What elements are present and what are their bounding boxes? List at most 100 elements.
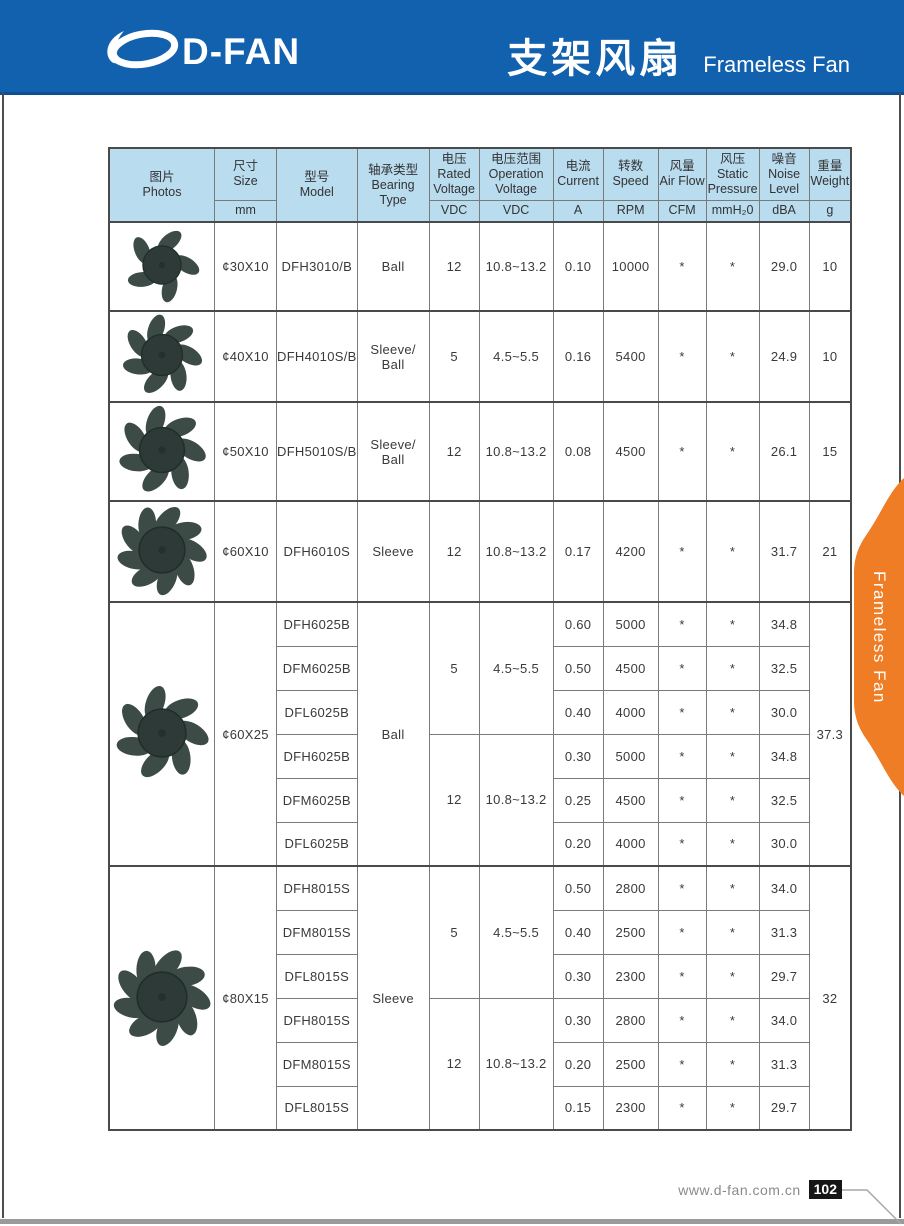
size-cell: ¢60X25: [214, 601, 277, 867]
side-tab-label: Frameless Fan: [870, 570, 889, 704]
model-cell: DFM6025B: [276, 777, 358, 823]
col-unit-size: mm: [214, 199, 277, 223]
model-cell: DFH8015S: [276, 865, 358, 911]
brand-logo: D-FAN: [100, 22, 300, 81]
current-cell: 0.10: [552, 221, 604, 312]
fan-7-blade-photo-icon: [123, 314, 203, 393]
col-unit-operation-voltage: VDC: [478, 199, 554, 223]
speed-cell: 5000: [602, 601, 659, 647]
footer-website: www.d-fan.com.cn: [678, 1181, 801, 1198]
static-pressure-cell: *: [705, 401, 760, 502]
static-pressure-cell: *: [705, 221, 760, 312]
rated-voltage-cell: 12: [428, 221, 480, 312]
model-cell: DFL6025B: [276, 821, 358, 867]
col-header-rated-voltage: 电压 Rated Voltage: [428, 147, 480, 201]
noise-cell: 29.7: [758, 953, 810, 999]
speed-cell: 2300: [602, 953, 659, 999]
size-cell: ¢30X10: [214, 221, 277, 312]
bearing-cell: Ball: [356, 221, 430, 312]
speed-cell: 5400: [602, 310, 659, 403]
rated-voltage-cell: 12: [428, 401, 480, 502]
model-cell: DFM8015S: [276, 1041, 358, 1087]
static-pressure-cell: *: [705, 500, 760, 603]
air-flow-cell: *: [657, 645, 707, 691]
air-flow-cell: *: [657, 500, 707, 603]
noise-cell: 31.3: [758, 909, 810, 955]
col-unit-noise: dBA: [758, 199, 810, 223]
weight-cell: 32: [808, 865, 852, 1131]
fan-9-blade-photo-icon: [113, 949, 211, 1046]
page-title-en: Frameless Fan: [703, 52, 850, 77]
air-flow-cell: *: [657, 777, 707, 823]
model-cell: DFM6025B: [276, 645, 358, 691]
model-cell: DFH3010/B: [276, 221, 358, 312]
operation-voltage-cell: 10.8~13.2: [478, 401, 554, 502]
current-cell: 0.08: [552, 401, 604, 502]
rated-voltage-cell: 5: [428, 310, 480, 403]
rated-voltage-cell: 12: [428, 500, 480, 603]
model-cell: DFL6025B: [276, 689, 358, 735]
noise-cell: 34.0: [758, 997, 810, 1043]
air-flow-cell: *: [657, 401, 707, 502]
col-unit-weight: g: [808, 199, 852, 223]
rated-voltage-cell: 12: [428, 997, 480, 1131]
weight-cell: 10: [808, 221, 852, 312]
side-tab-ribbon-shape: [854, 478, 904, 796]
operation-voltage-cell: 10.8~13.2: [478, 221, 554, 312]
noise-cell: 30.0: [758, 821, 810, 867]
current-cell: 0.30: [552, 997, 604, 1043]
current-cell: 0.15: [552, 1085, 604, 1131]
speed-cell: 2800: [602, 997, 659, 1043]
static-pressure-cell: *: [705, 310, 760, 403]
static-pressure-cell: *: [705, 601, 760, 647]
bearing-cell: Ball: [356, 601, 430, 867]
current-cell: 0.17: [552, 500, 604, 603]
col-header-noise: 噪音 Noise Level: [758, 147, 810, 201]
operation-voltage-cell: 4.5~5.5: [478, 310, 554, 403]
size-cell: ¢80X15: [214, 865, 277, 1131]
noise-cell: 30.0: [758, 689, 810, 735]
static-pressure-cell: *: [705, 733, 760, 779]
noise-cell: 29.7: [758, 1085, 810, 1131]
speed-cell: 4500: [602, 401, 659, 502]
current-cell: 0.40: [552, 909, 604, 955]
noise-cell: 34.0: [758, 865, 810, 911]
air-flow-cell: *: [657, 689, 707, 735]
noise-cell: 32.5: [758, 645, 810, 691]
static-pressure-cell: *: [705, 689, 760, 735]
operation-voltage-cell: 4.5~5.5: [478, 865, 554, 999]
speed-cell: 2500: [602, 1041, 659, 1087]
current-cell: 0.25: [552, 777, 604, 823]
current-cell: 0.30: [552, 733, 604, 779]
air-flow-cell: *: [657, 221, 707, 312]
current-cell: 0.50: [552, 645, 604, 691]
col-header-model: 型号 Model: [276, 147, 358, 223]
operation-voltage-cell: 10.8~13.2: [478, 997, 554, 1131]
static-pressure-cell: *: [705, 953, 760, 999]
fan-5-blade-photo-icon: [127, 230, 200, 303]
header-band: D-FAN 支架风扇 Frameless Fan: [0, 0, 904, 95]
page-border-left: [2, 92, 4, 1218]
noise-cell: 31.3: [758, 1041, 810, 1087]
speed-cell: 4000: [602, 689, 659, 735]
current-cell: 0.16: [552, 310, 604, 403]
noise-cell: 31.7: [758, 500, 810, 603]
bearing-cell: Sleeve: [356, 865, 430, 1131]
air-flow-cell: *: [657, 821, 707, 867]
air-flow-cell: *: [657, 733, 707, 779]
operation-voltage-cell: 4.5~5.5: [478, 601, 554, 735]
noise-cell: 29.0: [758, 221, 810, 312]
col-unit-static-pressure: mmH₂0: [705, 199, 760, 223]
weight-cell: 10: [808, 310, 852, 403]
page-title-cn: 支架风扇: [507, 37, 684, 81]
col-header-weight: 重量 Weight: [808, 147, 852, 201]
model-cell: DFL8015S: [276, 953, 358, 999]
speed-cell: 4200: [602, 500, 659, 603]
model-cell: DFH8015S: [276, 997, 358, 1043]
side-tab-frameless-fan: Frameless Fan: [847, 478, 904, 796]
static-pressure-cell: *: [705, 645, 760, 691]
fan-9-blade-photo-icon: [117, 506, 207, 596]
speed-cell: 4500: [602, 645, 659, 691]
photo-cell: [108, 601, 215, 867]
speed-cell: 2300: [602, 1085, 659, 1131]
